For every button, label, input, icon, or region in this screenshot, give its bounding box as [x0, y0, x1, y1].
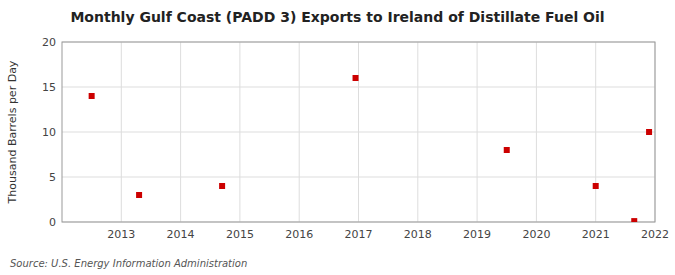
chart-container: Monthly Gulf Coast (PADD 3) Exports to I…	[0, 0, 675, 275]
x-tick-label: 2014	[167, 228, 195, 241]
point	[136, 192, 142, 198]
point	[631, 218, 637, 222]
y-tick-label: 15	[42, 81, 56, 94]
x-grid-line	[595, 42, 596, 222]
x-grid-line	[536, 42, 537, 222]
points	[89, 75, 652, 222]
y-axis-label: Thousand Barrels per Day	[6, 60, 19, 204]
y-tick-label: 5	[49, 171, 56, 184]
title: Monthly Gulf Coast (PADD 3) Exports to I…	[70, 9, 604, 25]
x-grid-line	[477, 42, 478, 222]
x-tick-label: 2020	[522, 228, 550, 241]
x-tick-label: 2018	[404, 228, 432, 241]
x-tick-label: 2016	[285, 228, 313, 241]
y-tick-label: 20	[42, 36, 56, 49]
x-tick-label: 2019	[463, 228, 491, 241]
plot-frame	[62, 42, 655, 222]
point	[89, 93, 95, 99]
x-tick-label: 2013	[107, 228, 135, 241]
x-grid-line	[358, 42, 359, 222]
chart-svg: Monthly Gulf Coast (PADD 3) Exports to I…	[0, 0, 675, 275]
x-grid-line	[299, 42, 300, 222]
x-grid-line	[121, 42, 122, 222]
y-tick-label: 10	[42, 126, 56, 139]
point	[219, 183, 225, 189]
point	[504, 147, 510, 153]
x-tick-label: 2015	[226, 228, 254, 241]
source: Source: U.S. Energy Information Administ…	[10, 258, 247, 269]
x-tick-label: 2021	[582, 228, 610, 241]
x-tick-label: 2017	[345, 228, 373, 241]
grid	[62, 42, 655, 222]
point	[646, 129, 652, 135]
point	[353, 75, 359, 81]
x-grid-line	[417, 42, 418, 222]
point	[593, 183, 599, 189]
y-tick-label: 0	[49, 216, 56, 229]
x-tick-label: 2022	[641, 228, 669, 241]
x-grid-line	[180, 42, 181, 222]
x-grid-line	[239, 42, 240, 222]
